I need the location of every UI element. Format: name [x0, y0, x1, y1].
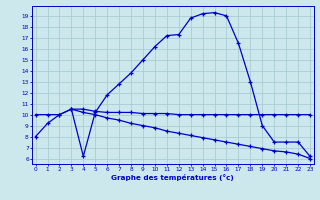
X-axis label: Graphe des températures (°c): Graphe des températures (°c) [111, 174, 234, 181]
